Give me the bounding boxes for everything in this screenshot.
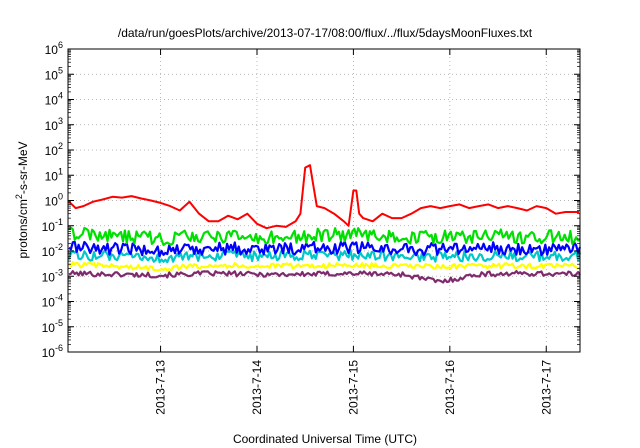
y-axis-label: protons/cm2-s-sr-MeV [14, 141, 30, 258]
y-tick-label: 10-6 [42, 343, 63, 360]
y-tick-label: 105 [45, 65, 63, 82]
series-line-1 [68, 261, 581, 272]
y-tick-label: 10-5 [42, 318, 63, 335]
y-axis-label-prefix: protons/cm [16, 199, 30, 258]
chart-title: /data/run/goesPlots/archive/2013-07-17/0… [118, 26, 533, 40]
x-tick-label: 2013-7-17 [539, 360, 553, 415]
y-tick-label: 102 [45, 141, 63, 158]
y-tick-label: 10-1 [42, 217, 63, 234]
y-tick-label: 10-2 [42, 242, 63, 259]
y-tick-label: 104 [45, 91, 63, 108]
x-tick-label: 2013-7-13 [154, 360, 168, 415]
y-tick-label: 103 [45, 116, 63, 133]
series-line-3 [68, 240, 582, 258]
x-axis-label: Coordinated Universal Time (UTC) [233, 432, 417, 446]
grid [68, 49, 580, 352]
plot-area-frame [67, 48, 581, 353]
series-line-2 [67, 249, 582, 264]
y-tick-label: 10-3 [42, 267, 63, 284]
series-line-5 [68, 164, 579, 230]
y-axis-label-suffix: -s-sr-MeV [16, 141, 30, 194]
x-tick-label: 2013-7-14 [250, 360, 264, 415]
y-axis-label-sup: 2 [14, 194, 24, 199]
series-group [67, 164, 582, 284]
series-line-0 [68, 270, 581, 284]
x-tick-label: 2013-7-15 [346, 360, 360, 415]
series-line-4 [68, 226, 581, 247]
y-tick-label: 10-4 [42, 293, 63, 310]
y-tick-label: 100 [45, 192, 63, 209]
axis-ticks: 10-6 10-5 10-4 10-3 10-2 10-1 100 101 102 103 104 1… [42, 40, 580, 415]
y-tick-label: 101 [45, 166, 63, 183]
x-tick-label: 2013-7-16 [443, 360, 457, 415]
y-tick-label: 106 [45, 40, 63, 57]
